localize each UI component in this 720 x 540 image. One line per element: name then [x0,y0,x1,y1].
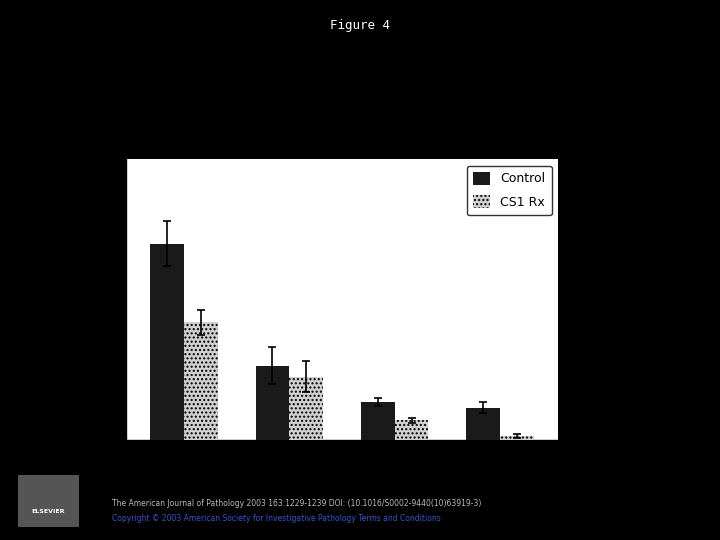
Bar [361,402,395,440]
Bar [150,244,184,440]
Bar [500,436,534,440]
Y-axis label: sGOT levels (IU/L): sGOT levels (IU/L) [56,230,70,369]
Legend: Control, CS1 Rx: Control, CS1 Rx [467,166,552,215]
Bar [289,377,323,440]
Bar [467,408,500,440]
X-axis label: Time after OLT: Time after OLT [274,470,410,488]
Bar [395,421,428,440]
Text: Copyright © 2003 American Society for Investigative Pathology Terms and Conditio: Copyright © 2003 American Society for In… [112,514,441,523]
Text: ELSEVIER: ELSEVIER [32,509,66,514]
Bar [184,322,217,440]
Text: Figure 4: Figure 4 [330,19,390,32]
Bar [256,366,289,440]
Text: The American Journal of Pathology 2003 163:1229-1239 DOI: (10.1016/S0002-9440(10: The American Journal of Pathology 2003 1… [112,500,481,509]
